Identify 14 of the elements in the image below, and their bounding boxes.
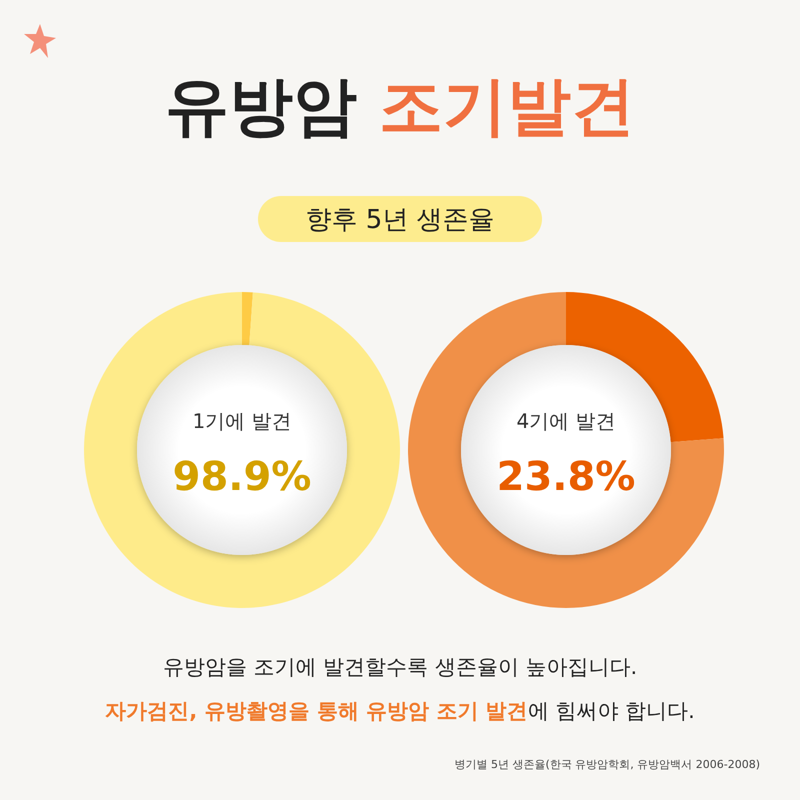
- slice-label: 4기에 발견: [516, 409, 616, 433]
- donut-slice: [566, 292, 724, 442]
- text: 에 힘써야 합니다.: [528, 699, 695, 723]
- chart-title: 유방암 조기발견: [164, 70, 636, 144]
- text: 병기별 5년 생존율(한국 유방암학회, 유방암백서 2006-2008): [454, 758, 760, 771]
- donut-slice: [242, 292, 253, 346]
- slice-label: 1기에 발견: [192, 409, 292, 433]
- text: 자가검진, 유방촬영을 통해 유방암 조기 발견: [105, 699, 528, 723]
- text: 유방암을 조기에 발견할수록 생존율이 높아집니다.: [162, 655, 638, 679]
- donut-slice: [84, 292, 400, 608]
- data-label: 98.9%: [172, 454, 312, 500]
- donut-slice: [408, 292, 724, 608]
- chart-subtitle: 향후 5년 생존율: [305, 205, 495, 235]
- data-label: 23.8%: [496, 454, 636, 500]
